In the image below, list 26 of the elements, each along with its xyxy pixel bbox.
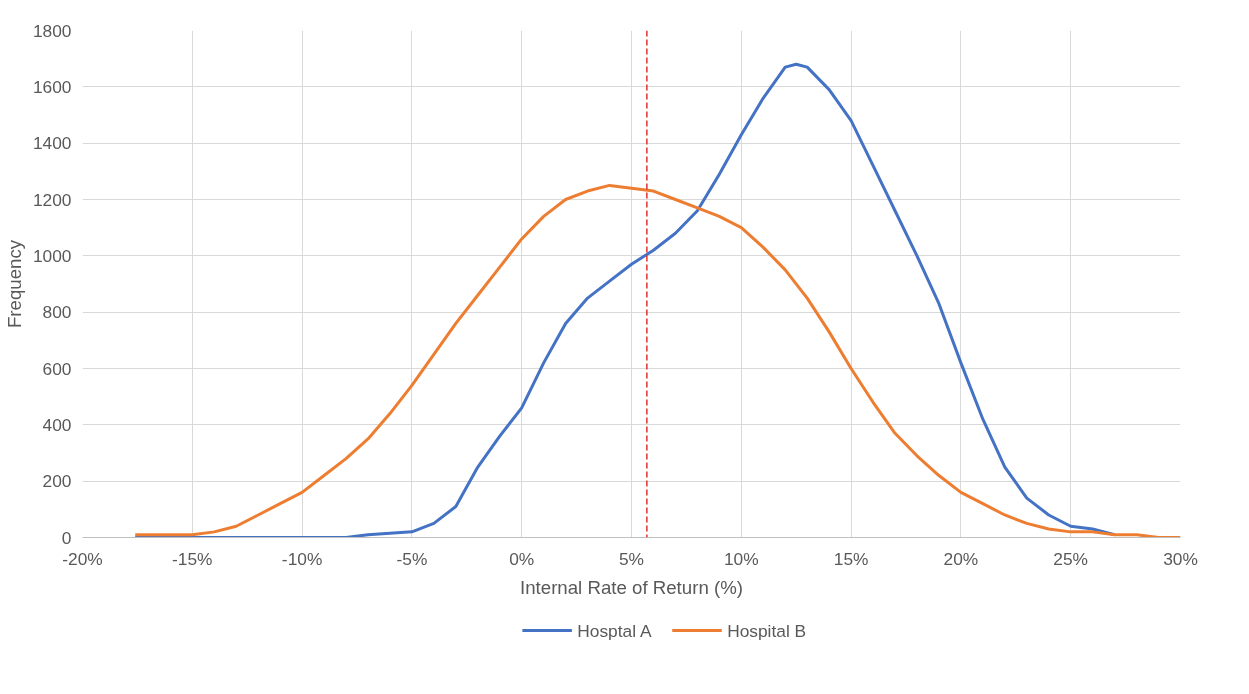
y-tick-label: 1200	[32, 189, 72, 210]
y-tick-label: 800	[42, 302, 72, 323]
y-tick-label: 1400	[32, 133, 72, 154]
legend-label: Hosptal A	[577, 620, 652, 641]
x-tick-label: 0%	[509, 548, 535, 569]
x-tick-label: -20%	[62, 548, 103, 569]
x-tick-label: 5%	[618, 548, 645, 569]
y-tick-label: 600	[42, 358, 72, 379]
y-tick-label: 1000	[32, 245, 72, 266]
legend-label: Hospital B	[727, 620, 807, 641]
y-tick-label: 400	[42, 414, 72, 435]
y-tick-label: 0	[61, 527, 72, 548]
x-tick-label: 10%	[723, 548, 759, 569]
x-tick-label: 25%	[1053, 548, 1089, 569]
y-tick-label: 1600	[32, 76, 72, 97]
y-tick-label: 200	[42, 471, 72, 492]
y-axis-title: Frequency	[3, 239, 25, 329]
x-tick-label: -5%	[396, 548, 428, 569]
line-series	[133, 183, 1181, 538]
y-tick-label: 1800	[32, 20, 72, 41]
x-tick-label: 30%	[1163, 548, 1198, 569]
x-axis-title: Internal Rate of Return (%)	[520, 576, 743, 598]
x-tick-label: 20%	[943, 548, 979, 569]
x-tick-label: 15%	[833, 548, 869, 569]
x-tick-label: -10%	[281, 548, 323, 569]
x-tick-label: -15%	[172, 548, 213, 569]
